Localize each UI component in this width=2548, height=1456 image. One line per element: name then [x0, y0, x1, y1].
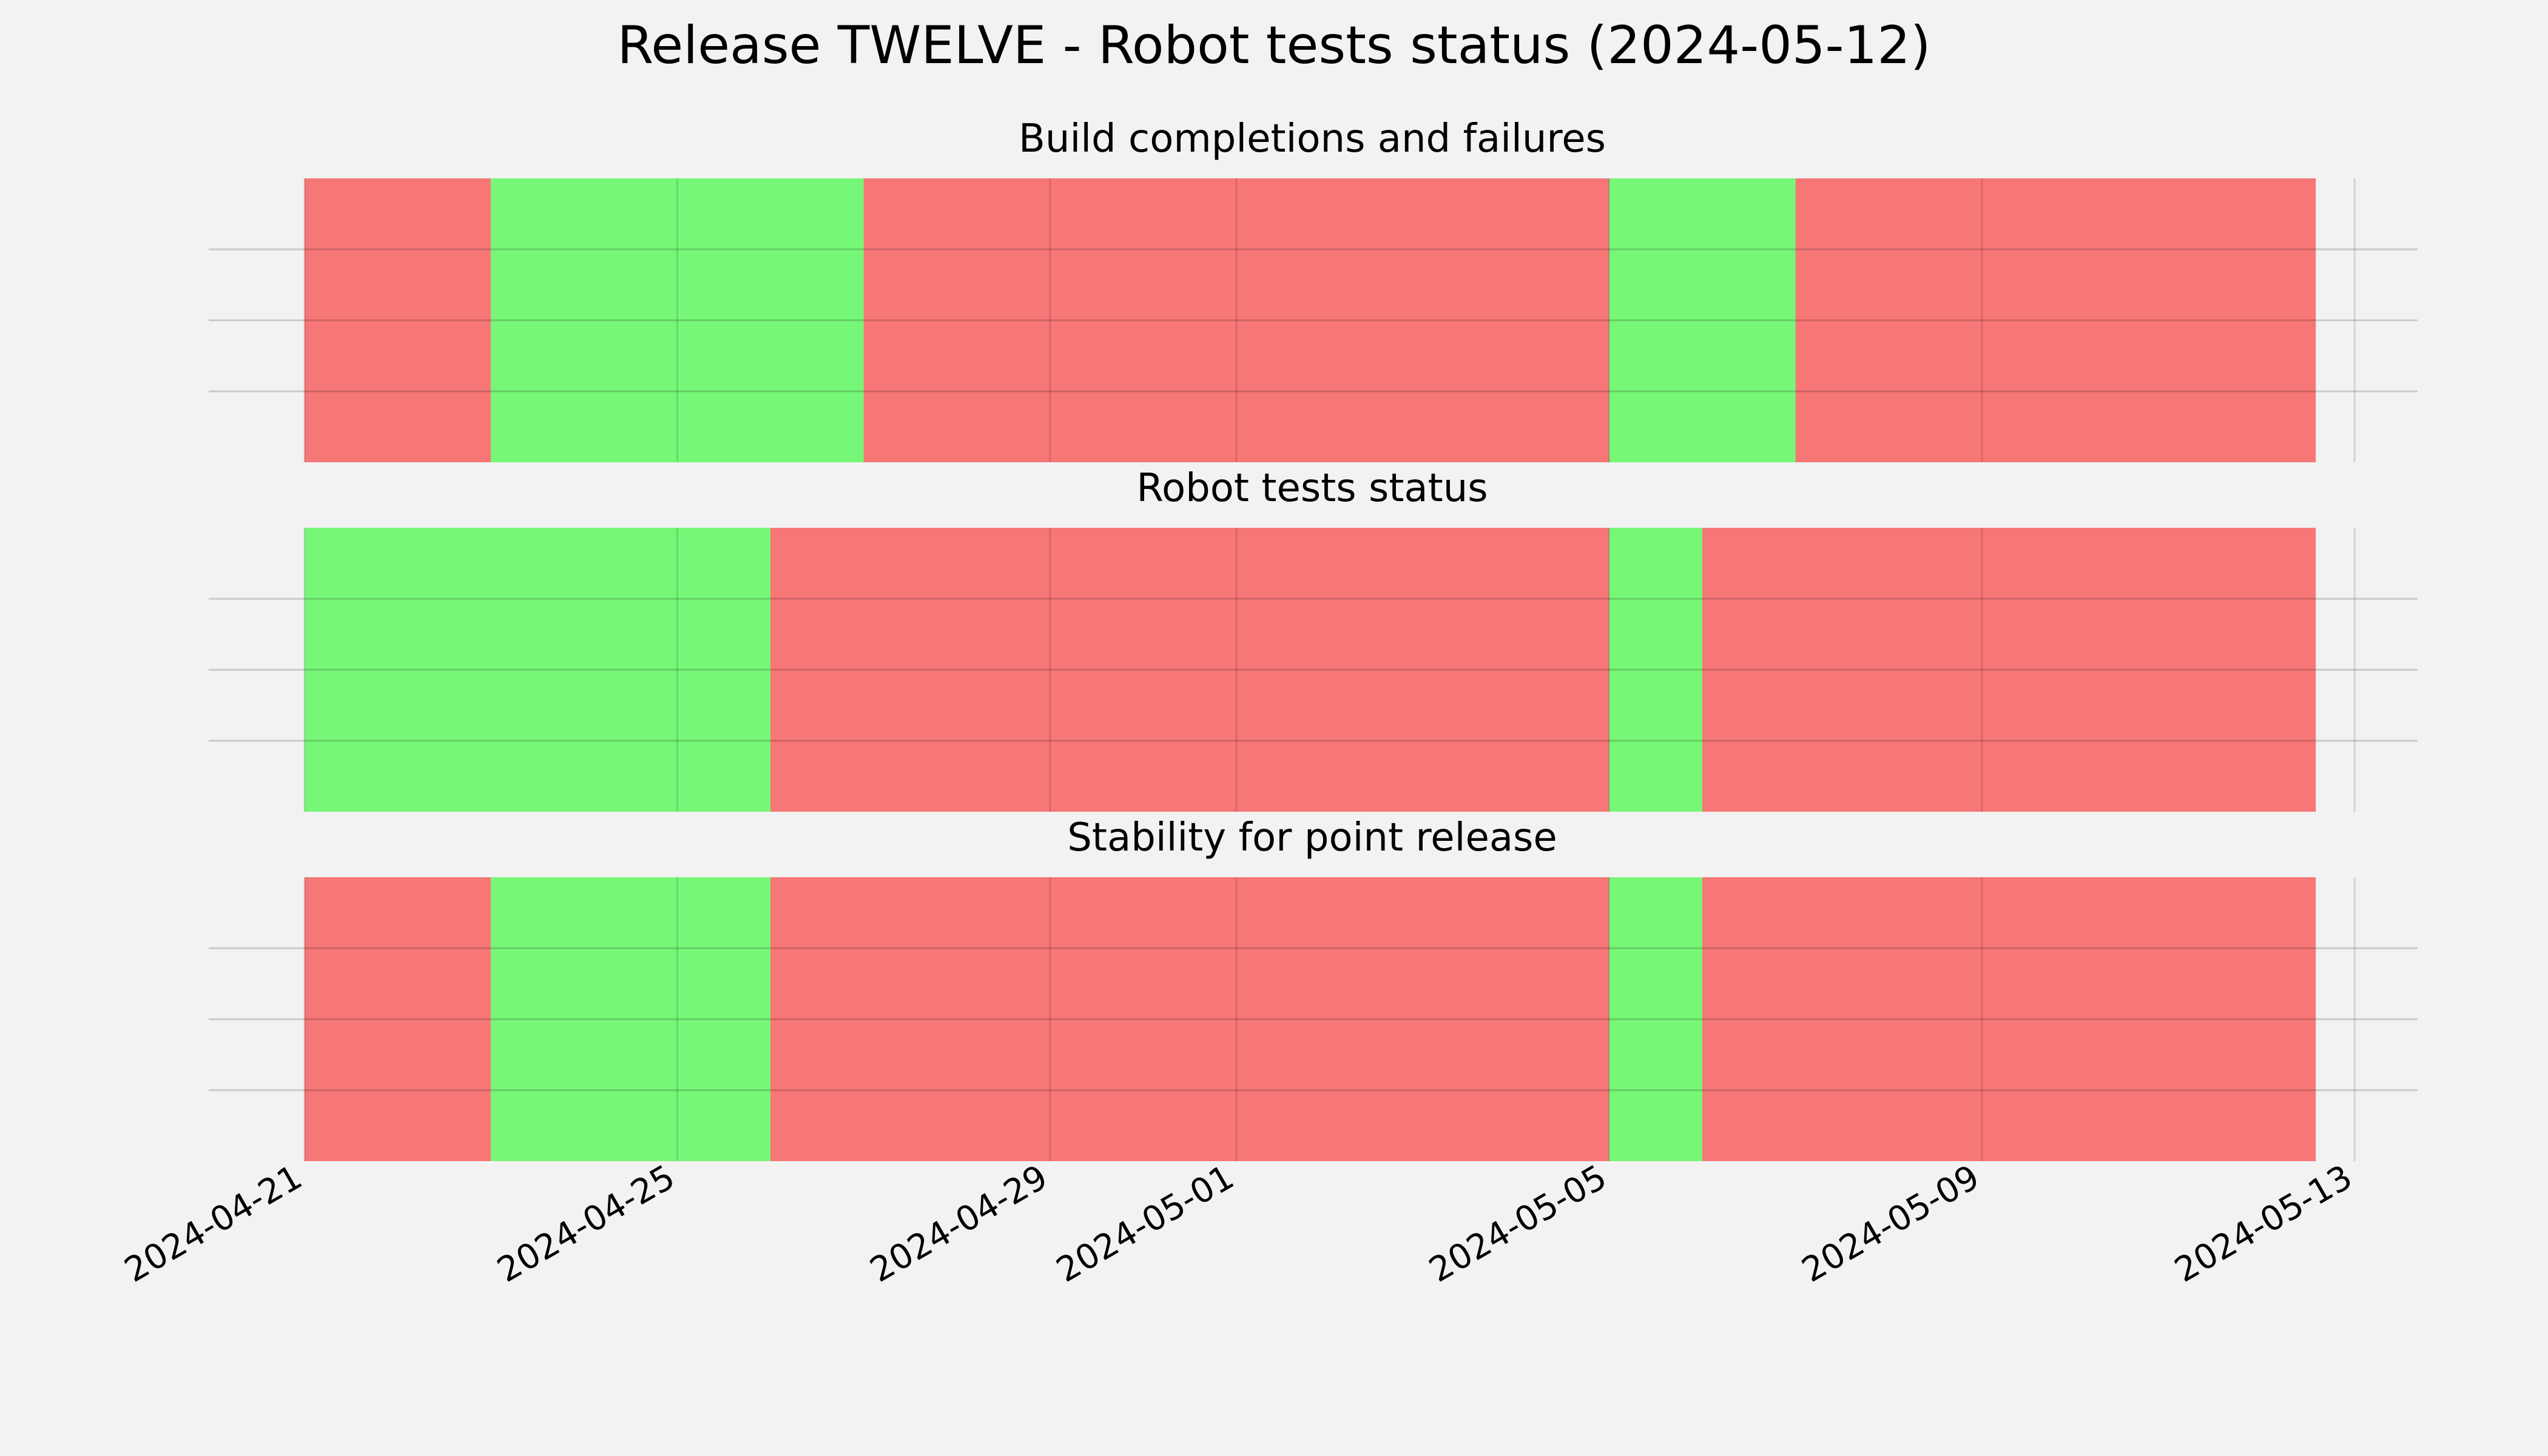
segment-pass: [305, 528, 770, 812]
panel-title: Build completions and failures: [1019, 116, 1606, 161]
segment-fail: [863, 178, 1609, 462]
segment-fail: [770, 528, 1609, 812]
panel-2: Robot tests status: [209, 466, 2418, 812]
panel-title: Stability for point release: [1067, 815, 1557, 860]
segment-pass: [491, 178, 864, 462]
segment-fail: [305, 877, 491, 1161]
panel-1: Build completions and failures: [209, 116, 2418, 462]
panel-3: Stability for point release: [209, 815, 2418, 1161]
segment-fail: [1702, 528, 2316, 812]
segment-fail: [1795, 178, 2316, 462]
segment-fail: [770, 877, 1609, 1161]
chart-panels: Build completions and failures Robot test…: [209, 116, 2418, 1161]
segment-pass: [1609, 528, 1702, 812]
segment-pass: [491, 877, 770, 1161]
segment-pass: [1609, 877, 1702, 1161]
panel-title: Robot tests status: [1136, 466, 1488, 511]
segment-fail: [305, 178, 491, 462]
segment-fail: [1702, 877, 2316, 1161]
segment-pass: [1609, 178, 1796, 462]
chart-title: Release TWELVE - Robot tests status (202…: [617, 15, 1930, 76]
